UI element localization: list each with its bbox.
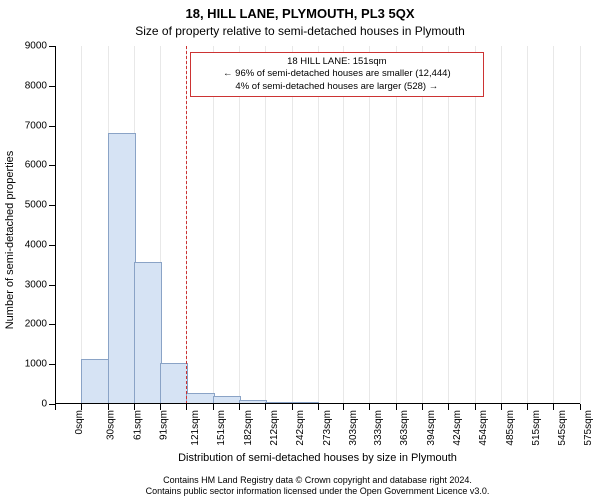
x-tick bbox=[343, 404, 344, 410]
x-tick bbox=[55, 404, 56, 410]
x-tick-label: 121sqm bbox=[190, 410, 201, 446]
histogram-bar bbox=[160, 363, 188, 404]
gridline-vertical bbox=[553, 46, 554, 404]
x-tick bbox=[213, 404, 214, 410]
x-tick bbox=[448, 404, 449, 410]
x-tick-label: 0sqm bbox=[74, 410, 85, 434]
x-tick bbox=[81, 404, 82, 410]
histogram-bar bbox=[81, 359, 110, 404]
y-axis-label: Number of semi-detached properties bbox=[4, 151, 16, 330]
x-tick bbox=[422, 404, 423, 410]
x-tick-label: 485sqm bbox=[505, 410, 516, 446]
x-tick bbox=[553, 404, 554, 410]
attribution-footnote: Contains HM Land Registry data © Crown c… bbox=[55, 475, 580, 498]
annotation-line: 4% of semi-detached houses are larger (5… bbox=[197, 81, 477, 93]
x-tick bbox=[396, 404, 397, 410]
plot-area: 01000200030004000500060007000800090000sq… bbox=[55, 46, 580, 404]
x-tick bbox=[160, 404, 161, 410]
x-tick-label: 424sqm bbox=[452, 410, 463, 446]
x-tick bbox=[318, 404, 319, 410]
y-tick-label: 8000 bbox=[25, 80, 47, 91]
gridline-vertical bbox=[292, 46, 293, 404]
x-axis-line bbox=[55, 403, 580, 404]
x-tick-label: 242sqm bbox=[295, 410, 306, 446]
gridline-vertical bbox=[396, 46, 397, 404]
y-axis-line bbox=[55, 46, 56, 404]
y-tick-label: 9000 bbox=[25, 41, 47, 52]
gridline-vertical bbox=[527, 46, 528, 404]
x-tick bbox=[501, 404, 502, 410]
x-tick-label: 273sqm bbox=[322, 410, 333, 446]
x-tick bbox=[369, 404, 370, 410]
x-tick-label: 454sqm bbox=[478, 410, 489, 446]
x-tick-label: 515sqm bbox=[531, 410, 542, 446]
x-tick bbox=[134, 404, 135, 410]
x-tick-label: 212sqm bbox=[269, 410, 280, 446]
gridline-vertical bbox=[213, 46, 214, 404]
x-tick-label: 30sqm bbox=[106, 410, 117, 440]
gridline-vertical bbox=[475, 46, 476, 404]
x-tick-label: 394sqm bbox=[426, 410, 437, 446]
x-tick-label: 61sqm bbox=[132, 410, 143, 440]
gridline-vertical bbox=[369, 46, 370, 404]
x-tick-label: 575sqm bbox=[583, 410, 594, 446]
gridline-vertical bbox=[239, 46, 240, 404]
reference-line bbox=[186, 46, 187, 404]
annotation-line: 18 HILL LANE: 151sqm bbox=[197, 56, 477, 68]
x-tick-label: 303sqm bbox=[348, 410, 359, 446]
y-tick-label: 0 bbox=[41, 399, 47, 410]
x-tick bbox=[108, 404, 109, 410]
gridline-vertical bbox=[448, 46, 449, 404]
y-tick-label: 5000 bbox=[25, 200, 47, 211]
annotation-box: 18 HILL LANE: 151sqm← 96% of semi-detach… bbox=[190, 52, 484, 97]
chart-subtitle: Size of property relative to semi-detach… bbox=[0, 24, 600, 38]
y-tick-label: 4000 bbox=[25, 239, 47, 250]
y-tick-label: 7000 bbox=[25, 120, 47, 131]
gridline-vertical bbox=[422, 46, 423, 404]
x-tick-label: 151sqm bbox=[216, 410, 227, 446]
gridline-vertical bbox=[501, 46, 502, 404]
histogram-bar bbox=[134, 262, 162, 404]
x-tick bbox=[527, 404, 528, 410]
x-tick-label: 91sqm bbox=[158, 410, 169, 440]
footnote-line: Contains HM Land Registry data © Crown c… bbox=[163, 475, 472, 485]
y-tick-label: 6000 bbox=[25, 160, 47, 171]
x-tick-label: 545sqm bbox=[557, 410, 568, 446]
y-tick-label: 2000 bbox=[25, 319, 47, 330]
footnote-line: Contains public sector information licen… bbox=[146, 486, 490, 496]
chart-container: 18, HILL LANE, PLYMOUTH, PL3 5QX Size of… bbox=[0, 0, 600, 500]
x-tick bbox=[186, 404, 187, 410]
gridline-vertical bbox=[343, 46, 344, 404]
y-tick-label: 3000 bbox=[25, 279, 47, 290]
x-axis-label: Distribution of semi-detached houses by … bbox=[55, 452, 580, 464]
x-tick-label: 182sqm bbox=[243, 410, 254, 446]
x-tick-label: 333sqm bbox=[374, 410, 385, 446]
x-tick bbox=[580, 404, 581, 410]
x-tick bbox=[239, 404, 240, 410]
gridline-vertical bbox=[81, 46, 82, 404]
chart-title: 18, HILL LANE, PLYMOUTH, PL3 5QX bbox=[0, 6, 600, 21]
gridline-vertical bbox=[318, 46, 319, 404]
x-tick bbox=[265, 404, 266, 410]
y-tick-label: 1000 bbox=[25, 359, 47, 370]
gridline-vertical bbox=[580, 46, 581, 404]
x-tick bbox=[475, 404, 476, 410]
histogram-bar bbox=[108, 133, 136, 404]
annotation-line: ← 96% of semi-detached houses are smalle… bbox=[197, 68, 477, 80]
gridline-vertical bbox=[265, 46, 266, 404]
x-tick-label: 363sqm bbox=[400, 410, 411, 446]
x-tick bbox=[292, 404, 293, 410]
